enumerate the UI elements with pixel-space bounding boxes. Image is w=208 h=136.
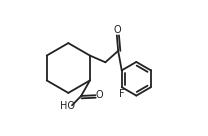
Text: O: O <box>114 25 121 35</box>
Text: O: O <box>96 90 103 100</box>
Text: HO: HO <box>59 101 74 111</box>
Text: F: F <box>119 89 124 99</box>
